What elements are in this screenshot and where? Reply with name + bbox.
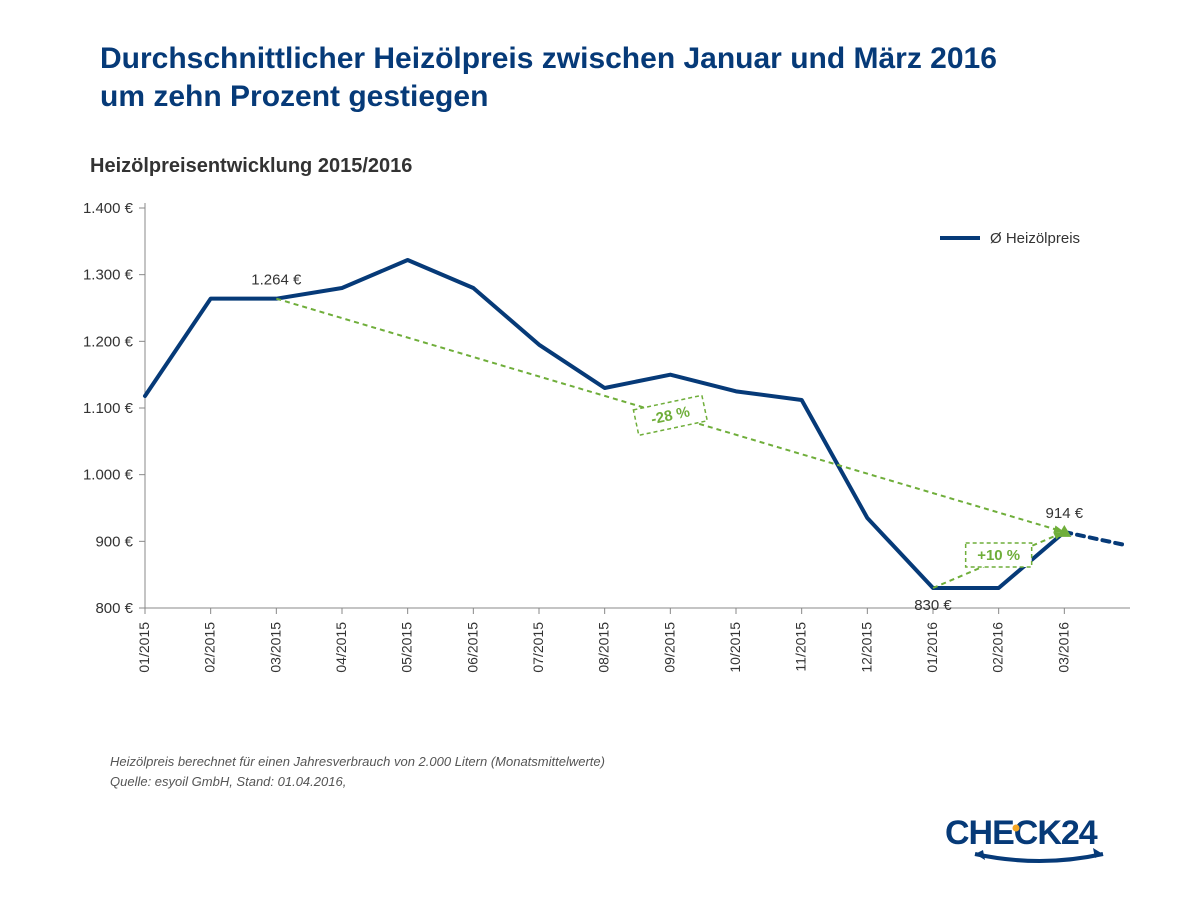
y-axis-label: 1.000 €	[83, 467, 134, 484]
x-axis-label: 09/2015	[661, 622, 677, 673]
x-axis-label: 04/2015	[333, 622, 349, 673]
legend-label: Ø Heizölpreis	[990, 230, 1080, 247]
footnote-line-1: Heizölpreis berechnet für einen Jahresve…	[110, 753, 1150, 771]
x-axis-label: 01/2015	[136, 622, 152, 673]
page-title: Durchschnittlicher Heizölpreis zwischen …	[100, 40, 1050, 115]
logo-arc-icon	[975, 854, 1103, 861]
point-label: 914 €	[1046, 505, 1084, 522]
x-axis-label: 11/2015	[793, 622, 809, 672]
x-axis-label: 03/2015	[267, 622, 283, 673]
x-axis-label: 02/2016	[990, 622, 1006, 673]
x-axis-label: 10/2015	[727, 622, 743, 673]
line-chart: 800 € 900 € 1.000 € 1.100 € 1.200 € 1.300 € 1.…	[50, 188, 1150, 738]
footnote-line-2: Quelle: esyoil GmbH, Stand: 01.04.2016,	[110, 773, 1150, 791]
logo-text: CHECK24	[945, 814, 1098, 852]
y-axis-label: 900 €	[95, 533, 133, 550]
logo-svg: CHECK24	[945, 810, 1145, 865]
x-axis-label: 08/2015	[596, 622, 612, 673]
x-axis-label: 05/2015	[399, 622, 415, 673]
y-axis-label: 1.100 €	[83, 400, 134, 417]
trend-annotation-0: -28 %	[633, 395, 707, 435]
page-root: Durchschnittlicher Heizölpreis zwischen …	[0, 0, 1200, 900]
point-label: 830 €	[914, 597, 952, 614]
x-axis-label: 02/2015	[202, 622, 218, 673]
series-line	[145, 260, 1064, 588]
x-axis-label: 01/2016	[924, 622, 940, 673]
brand-logo: CHECK24	[945, 810, 1145, 870]
x-axis-label: 07/2015	[530, 622, 546, 673]
point-label: 1.264 €	[251, 272, 302, 289]
trend-annotation-1: +10 %	[966, 543, 1032, 567]
y-axis-label: 800 €	[95, 600, 133, 617]
y-axis-label: 1.300 €	[83, 267, 134, 284]
x-axis-label: 12/2015	[858, 622, 874, 673]
chart-container: 800 € 900 € 1.000 € 1.100 € 1.200 € 1.300 € 1.…	[50, 188, 1150, 738]
series-tail-dashed	[1064, 532, 1123, 545]
y-axis-label: 1.400 €	[83, 200, 134, 217]
x-axis-label: 06/2015	[464, 622, 480, 673]
legend: Ø Heizölpreis	[940, 230, 1080, 247]
logo-dot-icon	[1013, 825, 1020, 832]
y-axis-label: 1.200 €	[83, 333, 134, 350]
annotation-text: +10 %	[977, 547, 1020, 564]
x-axis-label: 03/2016	[1055, 622, 1071, 673]
chart-subtitle: Heizölpreisentwicklung 2015/2016	[90, 155, 1150, 178]
